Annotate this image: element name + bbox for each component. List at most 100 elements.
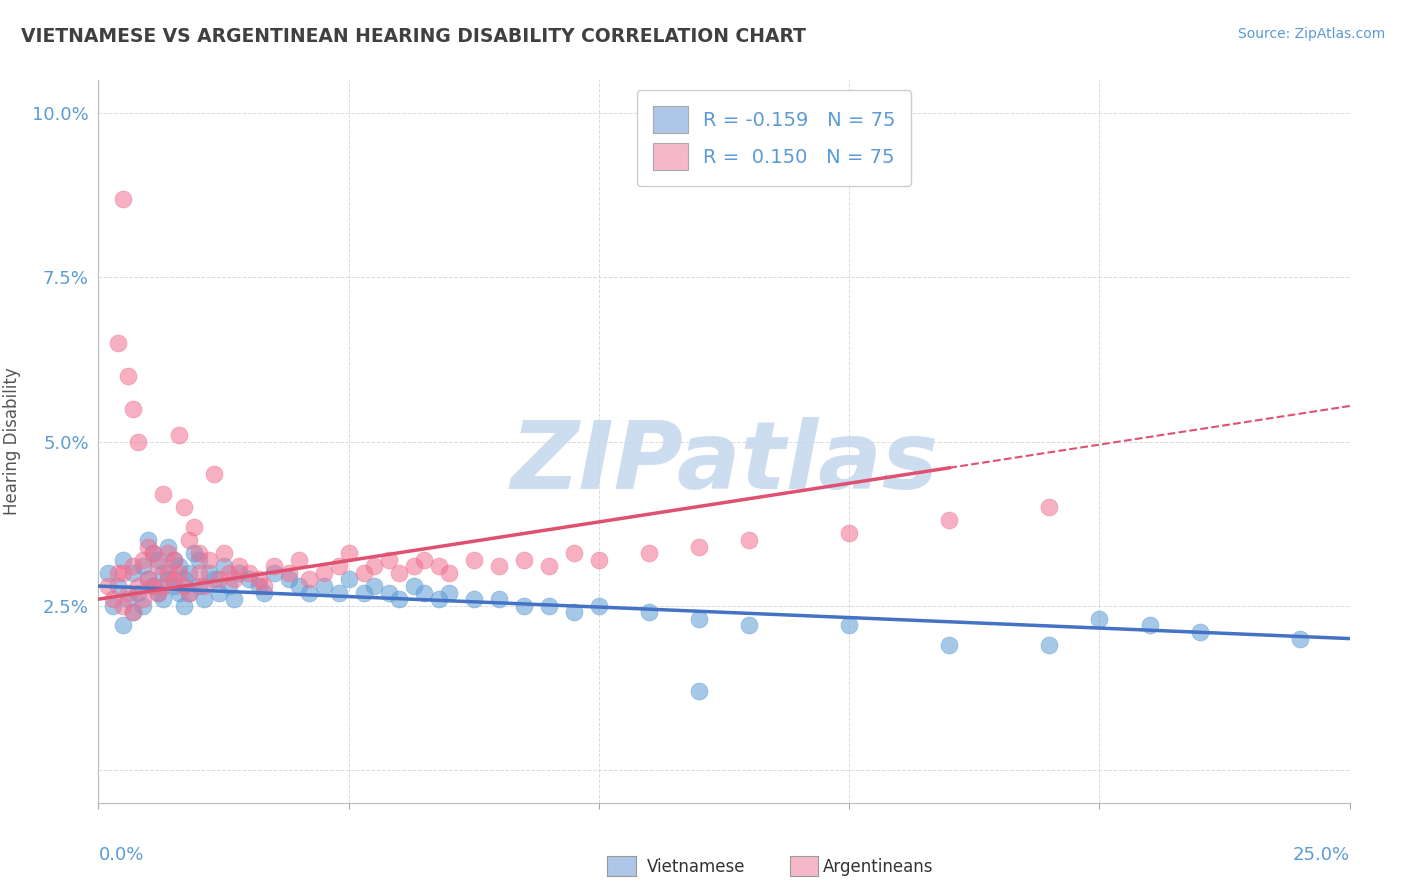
Point bbox=[157, 573, 180, 587]
Point bbox=[207, 573, 229, 587]
Point bbox=[463, 592, 485, 607]
Point bbox=[148, 553, 170, 567]
Point bbox=[152, 566, 174, 580]
Point bbox=[638, 546, 661, 560]
Point bbox=[162, 573, 184, 587]
Point bbox=[388, 566, 411, 580]
Point bbox=[103, 599, 125, 613]
Point bbox=[1139, 618, 1161, 632]
Point bbox=[427, 559, 450, 574]
Point bbox=[117, 592, 139, 607]
Point bbox=[122, 605, 145, 619]
Point bbox=[187, 553, 209, 567]
Point bbox=[688, 612, 710, 626]
Point bbox=[183, 546, 205, 560]
Point bbox=[152, 579, 174, 593]
Point bbox=[218, 579, 240, 593]
Text: VIETNAMESE VS ARGENTINEAN HEARING DISABILITY CORRELATION CHART: VIETNAMESE VS ARGENTINEAN HEARING DISABI… bbox=[21, 27, 806, 45]
Point bbox=[212, 559, 235, 574]
Text: ZIPatlas: ZIPatlas bbox=[510, 417, 938, 509]
Point bbox=[122, 605, 145, 619]
Point bbox=[177, 566, 200, 580]
Text: Vietnamese: Vietnamese bbox=[647, 858, 745, 876]
Point bbox=[412, 553, 434, 567]
Point bbox=[167, 566, 190, 580]
Text: Source: ZipAtlas.com: Source: ZipAtlas.com bbox=[1237, 27, 1385, 41]
Point bbox=[537, 559, 560, 574]
Point bbox=[103, 592, 125, 607]
Point bbox=[1038, 638, 1060, 652]
Point bbox=[173, 573, 195, 587]
Point bbox=[277, 566, 299, 580]
Point bbox=[187, 566, 209, 580]
Point bbox=[222, 592, 245, 607]
Point bbox=[142, 546, 165, 560]
Point bbox=[353, 585, 375, 599]
Point bbox=[183, 520, 205, 534]
Point bbox=[638, 605, 661, 619]
Point bbox=[148, 585, 170, 599]
Point bbox=[463, 553, 485, 567]
Point bbox=[377, 553, 399, 567]
Point bbox=[112, 553, 135, 567]
Point bbox=[738, 533, 761, 547]
Point bbox=[177, 585, 200, 599]
Point bbox=[228, 559, 250, 574]
Point bbox=[488, 559, 510, 574]
Point bbox=[167, 559, 190, 574]
Point bbox=[298, 573, 321, 587]
Point bbox=[312, 566, 335, 580]
Point bbox=[363, 579, 385, 593]
Point bbox=[412, 585, 434, 599]
Point bbox=[202, 573, 225, 587]
Point bbox=[138, 540, 160, 554]
Point bbox=[537, 599, 560, 613]
Point bbox=[142, 579, 165, 593]
Point bbox=[107, 566, 129, 580]
Point bbox=[112, 618, 135, 632]
Text: Argentineans: Argentineans bbox=[823, 858, 934, 876]
Point bbox=[252, 579, 274, 593]
Text: 25.0%: 25.0% bbox=[1292, 847, 1350, 864]
Point bbox=[218, 566, 240, 580]
Point bbox=[152, 592, 174, 607]
Point bbox=[167, 585, 190, 599]
Point bbox=[187, 546, 209, 560]
Point bbox=[287, 553, 309, 567]
Point bbox=[437, 566, 460, 580]
Point bbox=[838, 618, 860, 632]
Point bbox=[363, 559, 385, 574]
Point bbox=[488, 592, 510, 607]
Point bbox=[263, 566, 285, 580]
Point bbox=[138, 573, 160, 587]
Point bbox=[688, 540, 710, 554]
Point bbox=[377, 585, 399, 599]
Point bbox=[157, 540, 180, 554]
Point bbox=[197, 553, 219, 567]
Point bbox=[252, 585, 274, 599]
Point bbox=[157, 546, 180, 560]
Point bbox=[187, 579, 209, 593]
Point bbox=[122, 401, 145, 416]
Point bbox=[1188, 625, 1211, 640]
Point bbox=[1038, 500, 1060, 515]
Point bbox=[328, 585, 350, 599]
Point bbox=[132, 592, 155, 607]
Point bbox=[588, 599, 610, 613]
Point bbox=[107, 336, 129, 351]
Point bbox=[127, 434, 149, 449]
Point bbox=[177, 585, 200, 599]
Point bbox=[167, 428, 190, 442]
Point bbox=[562, 546, 585, 560]
Point bbox=[138, 573, 160, 587]
Point bbox=[162, 553, 184, 567]
Point bbox=[127, 585, 149, 599]
Point bbox=[162, 579, 184, 593]
Point bbox=[437, 585, 460, 599]
Point bbox=[298, 585, 321, 599]
Point bbox=[938, 513, 960, 527]
Point bbox=[212, 546, 235, 560]
Point bbox=[173, 500, 195, 515]
Point bbox=[353, 566, 375, 580]
Point bbox=[97, 566, 120, 580]
